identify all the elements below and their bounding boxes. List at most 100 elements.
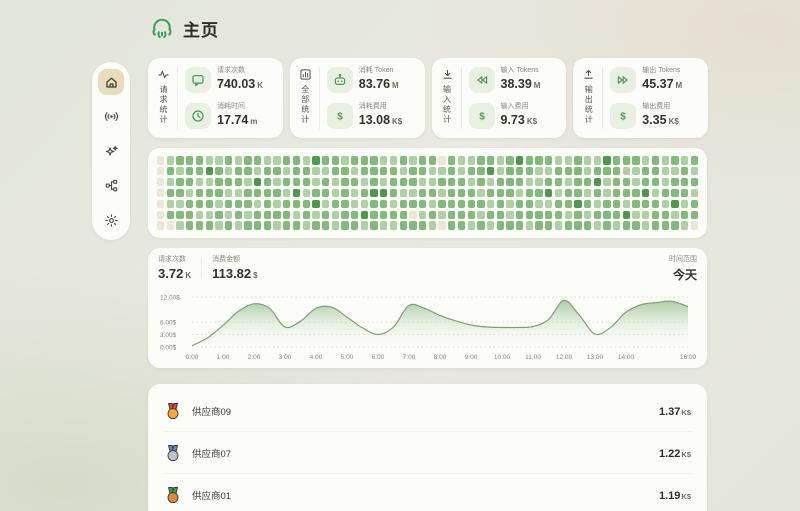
heatmap-cell[interactable] — [215, 166, 223, 176]
heatmap-cell[interactable] — [545, 156, 553, 165]
heatmap-cell[interactable] — [506, 166, 514, 176]
heatmap-cell[interactable] — [389, 210, 398, 220]
heatmap-cell[interactable] — [448, 177, 456, 187]
heatmap-cell[interactable] — [428, 199, 436, 209]
heatmap-cell[interactable] — [370, 166, 378, 176]
heatmap-cell[interactable] — [632, 188, 640, 198]
heatmap-cell[interactable] — [506, 210, 514, 220]
heatmap-cell[interactable] — [671, 199, 679, 209]
heatmap-cell[interactable] — [525, 188, 534, 198]
heatmap-cell[interactable] — [409, 166, 417, 176]
heatmap-cell[interactable] — [263, 156, 272, 165]
heatmap-cell[interactable] — [195, 199, 204, 209]
heatmap-cell[interactable] — [477, 210, 485, 220]
heatmap-cell[interactable] — [234, 221, 242, 230]
heatmap-cell[interactable] — [351, 188, 359, 198]
sidebar-item-monitor[interactable] — [98, 104, 124, 130]
heatmap-cell[interactable] — [351, 199, 359, 209]
heatmap-cell[interactable] — [622, 188, 631, 198]
supplier-row[interactable]: 供应商01 1.19K$ — [164, 474, 691, 511]
heatmap-cell[interactable] — [477, 166, 485, 176]
heatmap-cell[interactable] — [428, 166, 436, 176]
heatmap-cell[interactable] — [215, 177, 223, 187]
heatmap-cell[interactable] — [525, 156, 534, 165]
heatmap-cell[interactable] — [496, 177, 504, 187]
heatmap-cell[interactable] — [341, 199, 349, 209]
heatmap-cell[interactable] — [593, 177, 601, 187]
heatmap-cell[interactable] — [224, 188, 233, 198]
heatmap-cell[interactable] — [399, 199, 407, 209]
heatmap-cell[interactable] — [205, 210, 213, 220]
heatmap-cell[interactable] — [312, 188, 320, 198]
heatmap-cell[interactable] — [195, 188, 204, 198]
heatmap-cell[interactable] — [661, 166, 669, 176]
heatmap-cell[interactable] — [680, 199, 689, 209]
heatmap-cell[interactable] — [632, 156, 640, 165]
heatmap-cell[interactable] — [486, 199, 495, 209]
heatmap-cell[interactable] — [215, 156, 223, 165]
heatmap-cell[interactable] — [554, 221, 563, 230]
heatmap-cell[interactable] — [331, 156, 339, 165]
heatmap-cell[interactable] — [283, 199, 291, 209]
heatmap-cell[interactable] — [234, 156, 242, 165]
heatmap-cell[interactable] — [428, 188, 436, 198]
heatmap-cell[interactable] — [360, 156, 369, 165]
heatmap-cell[interactable] — [583, 210, 592, 220]
heatmap-cell[interactable] — [642, 210, 650, 220]
heatmap-cell[interactable] — [564, 221, 572, 230]
heatmap-cell[interactable] — [312, 156, 320, 165]
heatmap-cell[interactable] — [448, 188, 456, 198]
heatmap-cell[interactable] — [254, 177, 262, 187]
heatmap-cell[interactable] — [574, 156, 582, 165]
heatmap-cell[interactable] — [292, 188, 301, 198]
heatmap-cell[interactable] — [273, 177, 281, 187]
heatmap-cell[interactable] — [273, 199, 281, 209]
heatmap-cell[interactable] — [302, 210, 310, 220]
heatmap-cell[interactable] — [661, 188, 669, 198]
heatmap-cell[interactable] — [302, 156, 310, 165]
sidebar-item-settings[interactable] — [98, 207, 124, 233]
heatmap-cell[interactable] — [312, 177, 320, 187]
heatmap-cell[interactable] — [283, 210, 291, 220]
heatmap-cell[interactable] — [545, 210, 553, 220]
heatmap-cell[interactable] — [583, 221, 592, 230]
heatmap-cell[interactable] — [622, 221, 631, 230]
heatmap-cell[interactable] — [661, 156, 669, 165]
heatmap-cell[interactable] — [292, 199, 301, 209]
heatmap-cell[interactable] — [642, 166, 650, 176]
heatmap-cell[interactable] — [622, 210, 631, 220]
heatmap-cell[interactable] — [244, 177, 252, 187]
heatmap-cell[interactable] — [642, 177, 650, 187]
heatmap-cell[interactable] — [671, 188, 679, 198]
heatmap-cell[interactable] — [506, 156, 514, 165]
heatmap-cell[interactable] — [157, 221, 165, 230]
heatmap-cell[interactable] — [331, 188, 339, 198]
heatmap-cell[interactable] — [486, 210, 495, 220]
heatmap-cell[interactable] — [680, 188, 689, 198]
heatmap-cell[interactable] — [380, 210, 388, 220]
heatmap-cell[interactable] — [244, 166, 252, 176]
heatmap-cell[interactable] — [263, 166, 272, 176]
heatmap-cell[interactable] — [331, 166, 339, 176]
heatmap-cell[interactable] — [205, 221, 213, 230]
heatmap-cell[interactable] — [370, 188, 378, 198]
heatmap-cell[interactable] — [360, 166, 369, 176]
heatmap-cell[interactable] — [467, 188, 475, 198]
heatmap-cell[interactable] — [535, 156, 543, 165]
heatmap-cell[interactable] — [321, 221, 330, 230]
heatmap-cell[interactable] — [399, 221, 407, 230]
heatmap-cell[interactable] — [622, 177, 631, 187]
heatmap-cell[interactable] — [457, 221, 466, 230]
heatmap-cell[interactable] — [341, 188, 349, 198]
heatmap-cell[interactable] — [564, 166, 572, 176]
heatmap-cell[interactable] — [205, 177, 213, 187]
heatmap-cell[interactable] — [583, 177, 592, 187]
heatmap-cell[interactable] — [283, 177, 291, 187]
heatmap-cell[interactable] — [205, 166, 213, 176]
heatmap-cell[interactable] — [671, 221, 679, 230]
heatmap-cell[interactable] — [273, 210, 281, 220]
heatmap-cell[interactable] — [321, 188, 330, 198]
heatmap-cell[interactable] — [516, 166, 524, 176]
heatmap-cell[interactable] — [186, 166, 194, 176]
heatmap-cell[interactable] — [593, 188, 601, 198]
